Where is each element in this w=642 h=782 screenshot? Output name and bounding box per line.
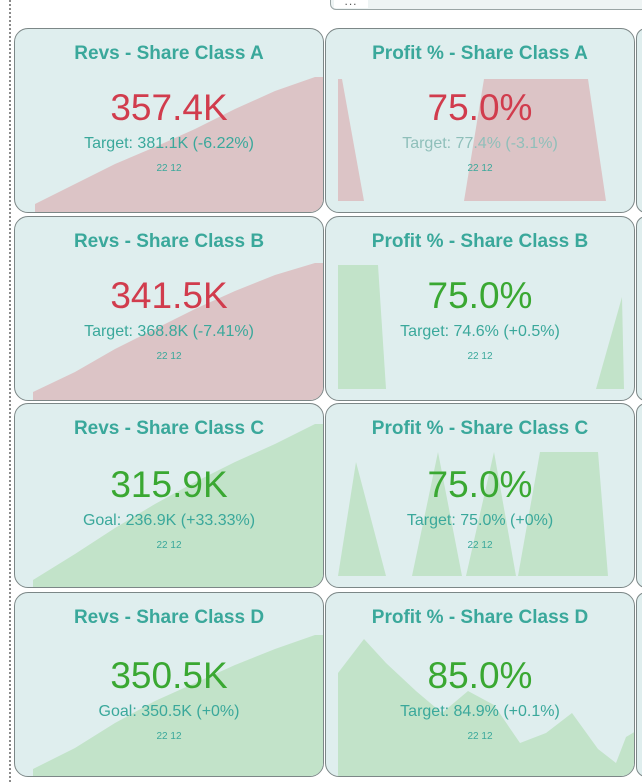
partial-card-right-3 [636, 403, 642, 588]
kpi-card-revs-class-b[interactable]: Revs - Share Class B 341.5K Target: 368.… [14, 216, 324, 401]
card-title: Profit % - Share Class B [371, 231, 589, 252]
kpi-card-revs-class-a[interactable]: Revs - Share Class A 357.4K Target: 381.… [14, 28, 324, 213]
kpi-value: 357.4K [110, 87, 228, 128]
sparkline-area [338, 452, 608, 576]
more-options-handle[interactable]: ... [334, 0, 368, 8]
kpi-card-revs-class-c[interactable]: Revs - Share Class C 315.9K Goal: 236.9K… [14, 403, 324, 588]
kpi-date-stamp: 22 12 [467, 163, 493, 174]
sparkline-area-shape [338, 639, 634, 776]
kpi-target: Goal: 236.9K (+33.33%) [82, 512, 256, 529]
kpi-target: Target: 84.9% (+0.1%) [400, 703, 560, 720]
partial-card-right-4 [636, 592, 642, 777]
sparkline-area-shape-2 [464, 79, 606, 201]
kpi-target: Target: 381.1K (-6.22%) [84, 135, 254, 152]
sparkline-area-shape-2 [412, 452, 462, 576]
kpi-date-stamp: 22 12 [467, 731, 493, 742]
card-title: Revs - Share Class B [73, 231, 265, 252]
kpi-value: 350.5K [110, 655, 228, 696]
sparkline-area-shape-4 [518, 452, 608, 576]
card-title: Profit % - Share Class A [372, 43, 588, 64]
top-visual-strip [330, 0, 642, 10]
panel-left-border [9, 0, 11, 782]
card-title: Profit % - Share Class D [371, 607, 589, 628]
sparkline-area [35, 77, 323, 212]
card-title: Revs - Share Class A [74, 43, 264, 64]
sparkline-area-shape-3 [466, 452, 516, 576]
sparkline-area-shape-2 [596, 297, 624, 389]
kpi-card-profit-class-a[interactable]: Profit % - Share Class A 75.0% Target: 7… [325, 28, 635, 213]
sparkline-area [338, 265, 624, 389]
kpi-value: 75.0% [427, 464, 533, 505]
kpi-target: Target: 368.8K (-7.41%) [84, 323, 254, 340]
kpi-value: 75.0% [427, 275, 533, 316]
kpi-date-stamp: 22 12 [156, 163, 182, 174]
kpi-date-stamp: 22 12 [156, 540, 182, 551]
sparkline-area-shape [33, 263, 323, 400]
partial-card-right-2 [636, 216, 642, 401]
sparkline-area-shape [33, 635, 323, 776]
kpi-target: Target: 77.4% (-3.1%) [402, 135, 558, 152]
partial-card-right-1 [636, 28, 642, 213]
kpi-date-stamp: 22 12 [156, 731, 182, 742]
kpi-target: Target: 74.6% (+0.5%) [400, 323, 560, 340]
sparkline-area [33, 424, 323, 587]
kpi-card-profit-class-d[interactable]: Profit % - Share Class D 85.0% Target: 8… [325, 592, 635, 777]
kpi-value: 75.0% [427, 87, 533, 128]
kpi-date-stamp: 22 12 [467, 540, 493, 551]
sparkline-area [338, 639, 634, 776]
sparkline-area [338, 79, 606, 201]
sparkline-area-shape [35, 77, 323, 212]
card-title: Profit % - Share Class C [371, 418, 589, 439]
kpi-card-revs-class-d[interactable]: Revs - Share Class D 350.5K Goal: 350.5K… [14, 592, 324, 777]
kpi-value: 341.5K [110, 275, 228, 316]
kpi-date-stamp: 22 12 [156, 351, 182, 362]
sparkline-area [33, 263, 323, 400]
card-title: Revs - Share Class C [73, 418, 265, 439]
kpi-value: 85.0% [427, 655, 533, 696]
kpi-target: Target: 75.0% (+0%) [406, 512, 554, 529]
kpi-card-profit-class-b[interactable]: Profit % - Share Class B 75.0% Target: 7… [325, 216, 635, 401]
sparkline-area-shape-1 [338, 265, 386, 389]
card-title: Revs - Share Class D [73, 607, 265, 628]
sparkline-area-shape [33, 424, 323, 587]
sparkline-area [33, 635, 323, 776]
kpi-value: 315.9K [110, 464, 228, 505]
kpi-target: Goal: 350.5K (+0%) [98, 703, 240, 720]
sparkline-area-shape-1 [338, 462, 386, 576]
kpi-date-stamp: 22 12 [467, 351, 493, 362]
kpi-card-profit-class-c[interactable]: Profit % - Share Class C 75.0% Target: 7… [325, 403, 635, 588]
sparkline-area-shape-1 [338, 79, 364, 201]
